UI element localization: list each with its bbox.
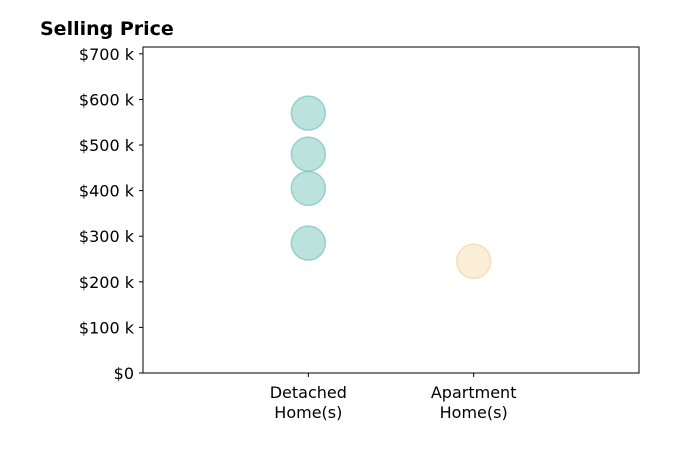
y-tick-label: $0	[114, 364, 134, 383]
y-tick-label: $300 k	[79, 227, 135, 246]
data-point	[455, 243, 492, 280]
plot-area	[290, 95, 492, 280]
y-tick-label: $200 k	[79, 273, 135, 292]
x-axis: Detached Home(s) Apartment Home(s)	[270, 373, 517, 422]
data-point	[290, 95, 327, 131]
x-tick-label: Detached Home(s)	[270, 383, 347, 422]
plot-frame	[142, 46, 640, 374]
y-axis: $0 $100 k $200 k $300 k $400 k $500 k $600 k $7…	[79, 45, 143, 383]
chart-title: Selling Price	[40, 18, 174, 40]
y-tick-label: $500 k	[79, 136, 135, 155]
data-point	[290, 225, 327, 261]
y-tick-label: $100 k	[79, 318, 135, 337]
x-tick-label: Apartment Home(s)	[431, 383, 517, 422]
y-tick-label: $600 k	[79, 90, 135, 109]
data-point	[290, 170, 327, 207]
y-tick-label: $400 k	[79, 182, 135, 201]
y-tick-label: $700 k	[79, 45, 135, 64]
data-point	[290, 136, 327, 172]
